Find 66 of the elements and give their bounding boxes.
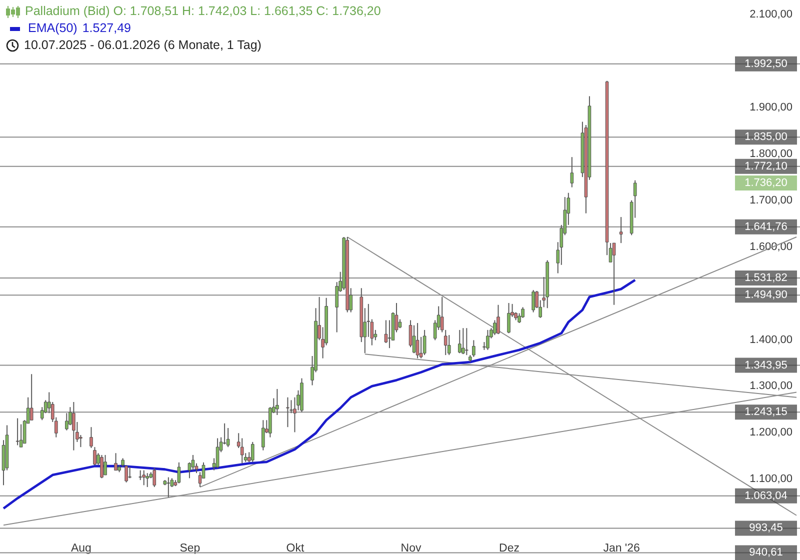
candlestick bbox=[93, 446, 96, 466]
annotation: 1.527,49 bbox=[82, 20, 131, 37]
candlestick bbox=[72, 401, 76, 451]
ref-line-label: 1.531,82 bbox=[744, 272, 788, 284]
y-tick-label: 1.800,00 bbox=[750, 148, 792, 160]
candlestick bbox=[465, 328, 468, 356]
ref-line-label: 993,45 bbox=[749, 522, 783, 534]
candlestick bbox=[114, 452, 118, 471]
y-tick-label: 1.300,00 bbox=[750, 380, 792, 392]
y-tick-label: 2.100,00 bbox=[750, 8, 792, 20]
candlestick bbox=[570, 156, 574, 188]
candlestick bbox=[79, 434, 82, 448]
x-tick-label: Dez bbox=[499, 542, 520, 554]
ref-line-label: 940,61 bbox=[749, 546, 783, 559]
candlestick bbox=[496, 304, 500, 335]
x-tick-label: Jan '26 bbox=[603, 542, 640, 554]
y-tick-label: 1.900,00 bbox=[750, 101, 792, 114]
candlestick bbox=[507, 302, 510, 334]
x-tick-label: Sep bbox=[180, 542, 200, 554]
candlestick bbox=[142, 470, 146, 486]
text: 10.07.2025 - 06.01.2026 (6 Monate, 1 Tag) bbox=[24, 37, 262, 54]
candlestick bbox=[90, 426, 93, 448]
candlestick bbox=[226, 428, 230, 448]
candlestick bbox=[262, 420, 265, 451]
candlestick bbox=[146, 472, 150, 488]
candlestick bbox=[100, 454, 104, 479]
candlestick bbox=[486, 329, 490, 350]
candlestick bbox=[422, 329, 426, 356]
y-tick-label: 1.100,00 bbox=[750, 473, 792, 486]
candlestick bbox=[166, 476, 170, 498]
candlestick bbox=[532, 289, 535, 313]
annotation: 1.736,20 bbox=[744, 177, 788, 190]
y-tick-label: 1.400,00 bbox=[750, 334, 792, 346]
candlestick bbox=[250, 441, 254, 462]
y-tick-label: 1.700,00 bbox=[750, 194, 792, 206]
candlestick bbox=[612, 242, 616, 306]
chart-title: Palladium (Bid) O: 1.708,51 H: 1.742,03 L: 1.661,35 C: 1.736,20 bbox=[25, 3, 381, 20]
candlestick bbox=[458, 329, 462, 354]
candlestick bbox=[416, 322, 420, 359]
x-tick-label: Okt bbox=[286, 542, 305, 554]
candlestick bbox=[462, 328, 465, 355]
ref-line-label: 1.243,15 bbox=[744, 406, 788, 418]
ref-line-label: 1.641,76 bbox=[744, 220, 788, 233]
candlestick bbox=[216, 438, 220, 468]
candlestick bbox=[30, 374, 34, 421]
ref-line-label: 1.343,95 bbox=[744, 359, 788, 372]
y-tick-label: 1.200,00 bbox=[750, 426, 792, 439]
ref-line-label: 1.835,00 bbox=[744, 131, 788, 144]
candlestick bbox=[177, 462, 181, 484]
candlestick bbox=[286, 396, 290, 428]
x-tick-label: Aug bbox=[70, 542, 92, 554]
legend-label: EMA(50) bbox=[28, 20, 78, 37]
line-series bbox=[2, 278, 636, 510]
candlestick bbox=[16, 418, 20, 446]
ref-line-label: 1.992,50 bbox=[744, 58, 788, 70]
candlestick bbox=[128, 466, 132, 479]
ref-line-label: 1.063,04 bbox=[744, 490, 788, 502]
candlestick bbox=[493, 320, 496, 336]
ref-line-label: 1.772,10 bbox=[744, 160, 788, 172]
candlestick bbox=[276, 388, 279, 416]
candlestick bbox=[619, 216, 623, 244]
ref-line-label: 1.494,90 bbox=[744, 289, 788, 302]
x-tick-label: Nov bbox=[400, 542, 422, 554]
candlestick bbox=[152, 467, 156, 488]
candlestick bbox=[138, 470, 142, 481]
candlestick bbox=[104, 454, 107, 476]
